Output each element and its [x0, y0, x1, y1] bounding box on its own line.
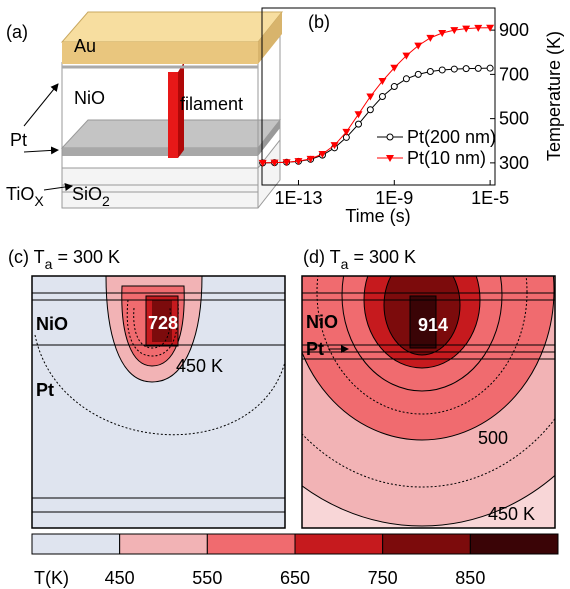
peak-temperature: 728	[148, 313, 178, 333]
y-tick-label: 500	[499, 109, 529, 129]
marker	[403, 76, 409, 82]
marker	[438, 30, 446, 37]
panel-label: (c) Ta = 300 K	[8, 247, 120, 272]
marker	[366, 94, 374, 101]
text-part: SiO	[72, 184, 102, 204]
colorbar-tick-label: 750	[368, 568, 398, 588]
arrow	[24, 84, 58, 126]
subscript: a	[341, 256, 349, 272]
layer-label: NiO	[36, 314, 68, 334]
colorbar-tick-label: 550	[192, 568, 222, 588]
marker	[439, 67, 445, 73]
subscript: X	[34, 193, 44, 209]
panel-b: (b) Time (s) Temperature (K) 1E-13 1E-9 1E…	[259, 8, 564, 226]
x-tick-label: 1E-5	[471, 188, 509, 208]
text-part: (d) T	[303, 247, 341, 267]
colorbar-segment	[32, 534, 120, 554]
legend-label: Pt(10 nm)	[407, 148, 486, 168]
x-tick-label: 1E-9	[375, 188, 413, 208]
layer-label: Au	[74, 36, 96, 56]
colorbar-segment	[383, 534, 471, 554]
colorbar-segment	[120, 534, 208, 554]
y-axis-title: Temperature (K)	[544, 31, 564, 161]
colorbar-segment	[295, 534, 383, 554]
colorbar-tick-label: 650	[280, 568, 310, 588]
subscript: 2	[102, 193, 110, 209]
layer-label: filament	[180, 94, 243, 114]
panel-label: (a)	[6, 22, 28, 42]
marker	[415, 71, 421, 77]
y-tick-label: 700	[499, 64, 529, 84]
marker	[379, 94, 385, 100]
layer-label: NiO	[74, 88, 105, 108]
colorbar-tick-label: 450	[105, 568, 135, 588]
marker	[387, 134, 393, 140]
colorbar-segment	[470, 534, 558, 554]
panel-c: (c) Ta = 300 K NiO Pt 728 450 K	[8, 247, 285, 528]
layer-label: Pt	[306, 339, 324, 359]
colorbar-tick-label: 850	[455, 568, 485, 588]
panel-a: (a) Au NiO filament Pt TiOX SiO2	[6, 12, 282, 209]
layer-label: Pt	[36, 380, 54, 400]
layer-label: TiOX	[6, 184, 44, 209]
contour-label: 450 K	[176, 356, 223, 376]
legend-label: Pt(200 nm)	[407, 127, 496, 147]
text-part: = 300 K	[52, 247, 120, 267]
filament-front	[168, 72, 178, 158]
contour-label: 500	[478, 428, 508, 448]
x-tick-label: 1E-13	[274, 188, 322, 208]
marker	[427, 68, 433, 74]
marker	[355, 121, 361, 127]
marker	[367, 107, 373, 113]
text-part: = 300 K	[348, 247, 416, 267]
marker	[354, 111, 362, 118]
marker	[463, 66, 469, 72]
y-tick-label: 300	[499, 153, 529, 173]
x-axis-title: Time (s)	[345, 206, 410, 226]
text-part: TiO	[6, 184, 34, 204]
contour-label: 450 K	[488, 504, 535, 524]
peak-temperature: 914	[418, 315, 448, 335]
pt-front	[62, 148, 258, 156]
colorbar: T(K) 450 550 650 750 850	[32, 534, 558, 588]
panel-label: (b)	[308, 12, 330, 32]
subscript: a	[45, 256, 53, 272]
arrow	[24, 150, 58, 152]
text-part: (c) T	[8, 247, 45, 267]
layer-label: Pt	[10, 130, 27, 150]
colorbar-segment	[207, 534, 295, 554]
colorbar-title: T(K)	[34, 568, 69, 588]
figure: (a) Au NiO filament Pt TiOX SiO2 (b) Tim…	[0, 0, 570, 589]
marker	[487, 65, 493, 71]
marker	[426, 35, 434, 42]
layer-label: NiO	[306, 312, 338, 332]
marker	[475, 65, 481, 71]
y-tick-label: 900	[499, 20, 529, 40]
marker	[391, 84, 397, 90]
marker	[451, 66, 457, 72]
panel-label: (d) Ta = 300 K	[303, 247, 416, 272]
